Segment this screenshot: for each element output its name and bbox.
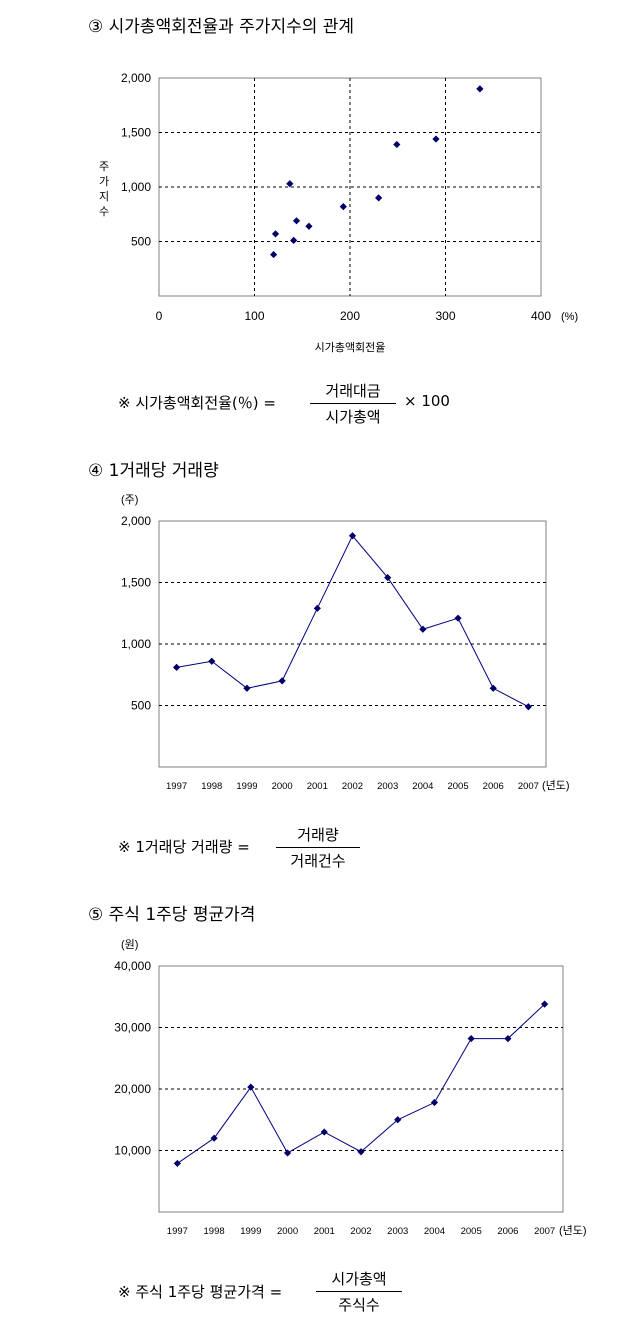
x-tick-label: 2005 bbox=[447, 781, 468, 792]
data-point bbox=[430, 1098, 439, 1107]
scatter-point bbox=[339, 203, 347, 211]
y-tick-label: 500 bbox=[131, 699, 151, 713]
y-axis-title-char: 지 bbox=[99, 190, 109, 203]
y-tick-label: 40,000 bbox=[114, 959, 151, 973]
data-point bbox=[504, 1034, 512, 1043]
y-tick-label: 10,000 bbox=[114, 1144, 151, 1158]
formula3-prefix: ※ 시가총액회전율(％) = bbox=[118, 394, 276, 412]
y-tick-label: 30,000 bbox=[114, 1021, 151, 1035]
x-tick-label: 2002 bbox=[342, 781, 363, 792]
scatter-point bbox=[476, 85, 484, 93]
formula5-prefix: ※ 주식 1주당 평균가격 = bbox=[118, 1283, 283, 1301]
x-tick-label: 2006 bbox=[483, 781, 504, 792]
y-axis-title-char: 수 bbox=[99, 205, 109, 218]
x-tick-label: 1998 bbox=[204, 1226, 225, 1237]
x-tick-label: 2000 bbox=[272, 781, 293, 792]
x-tick-label: 2001 bbox=[307, 781, 328, 792]
data-point bbox=[173, 1159, 181, 1168]
scatter-point bbox=[305, 222, 313, 230]
x-tick-label: 2002 bbox=[350, 1226, 371, 1237]
y-tick-label: 500 bbox=[131, 235, 151, 249]
y-tick-label: 2,000 bbox=[121, 514, 151, 528]
scatter-point bbox=[271, 230, 280, 238]
scatter-point bbox=[270, 250, 278, 259]
x-tick-label: 2003 bbox=[387, 1226, 408, 1237]
scatter-point bbox=[375, 194, 383, 202]
formula4-prefix: ※ 1거래당 거래량 = bbox=[118, 838, 250, 856]
scatter-point bbox=[292, 217, 301, 225]
y-tick-label: 2,000 bbox=[121, 71, 151, 85]
y-unit-label: (원) bbox=[121, 938, 138, 951]
x-tick-label: 1997 bbox=[167, 1226, 188, 1237]
y-tick-label: 1,500 bbox=[121, 576, 151, 590]
data-point bbox=[320, 1128, 328, 1136]
scatter-point bbox=[290, 236, 298, 245]
x-tick-label: 1999 bbox=[236, 781, 257, 792]
formula5-numerator: 시가총액 bbox=[316, 1268, 402, 1292]
chart-line-volume-per-trade: 500 1,000 1,500 2,000 (주) 1997 1998 1999 2000 200… bbox=[121, 494, 570, 792]
x-tick-label: 400 bbox=[531, 309, 551, 323]
data-point bbox=[419, 625, 427, 633]
scatter-point bbox=[393, 140, 401, 149]
x-unit-label: (년도) bbox=[559, 1224, 587, 1237]
x-tick-label: 1997 bbox=[166, 781, 187, 792]
y-tick-label: 1,000 bbox=[121, 637, 151, 651]
x-tick-label: 2000 bbox=[277, 1226, 298, 1237]
data-point bbox=[541, 1000, 549, 1008]
x-tick-label: 100 bbox=[244, 309, 264, 323]
scatter-point bbox=[432, 135, 440, 143]
section5-heading: ⑤ 주식 1주당 평균가격 bbox=[88, 905, 256, 925]
y-tick-label: 20,000 bbox=[114, 1082, 151, 1096]
scatter-point bbox=[286, 180, 294, 188]
data-point bbox=[467, 1034, 475, 1043]
formula4-fraction: 거래량 거래건수 bbox=[276, 824, 360, 871]
x-tick-label: 0 bbox=[156, 309, 163, 323]
y-tick-label: 1,000 bbox=[121, 180, 151, 194]
y-tick-label: 1,500 bbox=[121, 126, 151, 140]
x-tick-label: 2005 bbox=[461, 1226, 482, 1237]
x-unit-label: (%) bbox=[561, 311, 578, 323]
x-axis-title: 시가총액회전율 bbox=[315, 341, 386, 354]
formula3-denominator: 시가총액 bbox=[325, 408, 381, 426]
data-point bbox=[172, 663, 181, 671]
formula5-fraction: 시가총액 주식수 bbox=[316, 1268, 402, 1315]
x-tick-label: 2004 bbox=[424, 1226, 445, 1237]
x-tick-label: 2006 bbox=[497, 1226, 518, 1237]
data-point bbox=[348, 532, 357, 540]
x-tick-label: 1998 bbox=[201, 781, 222, 792]
y-axis-title-char: 가 bbox=[99, 175, 109, 188]
y-axis-title-char: 주 bbox=[99, 161, 109, 173]
formula3-fraction: 거래대금 시가총액 bbox=[310, 380, 396, 427]
x-tick-label: 300 bbox=[435, 309, 455, 323]
x-tick-label: 2003 bbox=[377, 781, 398, 792]
formula5-denominator: 주식수 bbox=[338, 1296, 380, 1314]
x-tick-label: 200 bbox=[340, 309, 360, 323]
x-tick-label: 2007 bbox=[534, 1226, 555, 1237]
x-unit-label: (년도) bbox=[542, 779, 570, 792]
chart-line-avg-share-price: 10,000 20,000 30,000 40,000 (원) 1997 1998 1999 2… bbox=[114, 938, 587, 1237]
section3-heading: ③ 시가총액회전율과 주가지수의 관계 bbox=[88, 17, 355, 37]
data-point bbox=[489, 684, 497, 692]
data-point bbox=[283, 1149, 292, 1157]
y-unit-label: (주) bbox=[121, 494, 138, 506]
formula3-numerator: 거래대금 bbox=[310, 380, 396, 404]
section4-heading: ④ 1거래당 거래량 bbox=[88, 461, 219, 481]
formula3-suffix: × 100 bbox=[404, 392, 450, 410]
chart-scatter-turnover-vs-index: 500 1,000 1,500 2,000 0 100 200 300 400 (%) 시가총액회전… bbox=[99, 71, 578, 354]
data-point bbox=[313, 604, 321, 612]
formula4-numerator: 거래량 bbox=[276, 824, 360, 848]
data-point bbox=[384, 573, 392, 582]
x-tick-label: 1999 bbox=[240, 1226, 261, 1237]
x-tick-label: 2001 bbox=[314, 1226, 335, 1237]
data-point bbox=[247, 1083, 255, 1091]
x-tick-label: 2007 bbox=[518, 781, 539, 792]
x-tick-label: 2004 bbox=[412, 781, 433, 792]
formula4-denominator: 거래건수 bbox=[290, 852, 346, 870]
data-point bbox=[210, 1134, 218, 1142]
